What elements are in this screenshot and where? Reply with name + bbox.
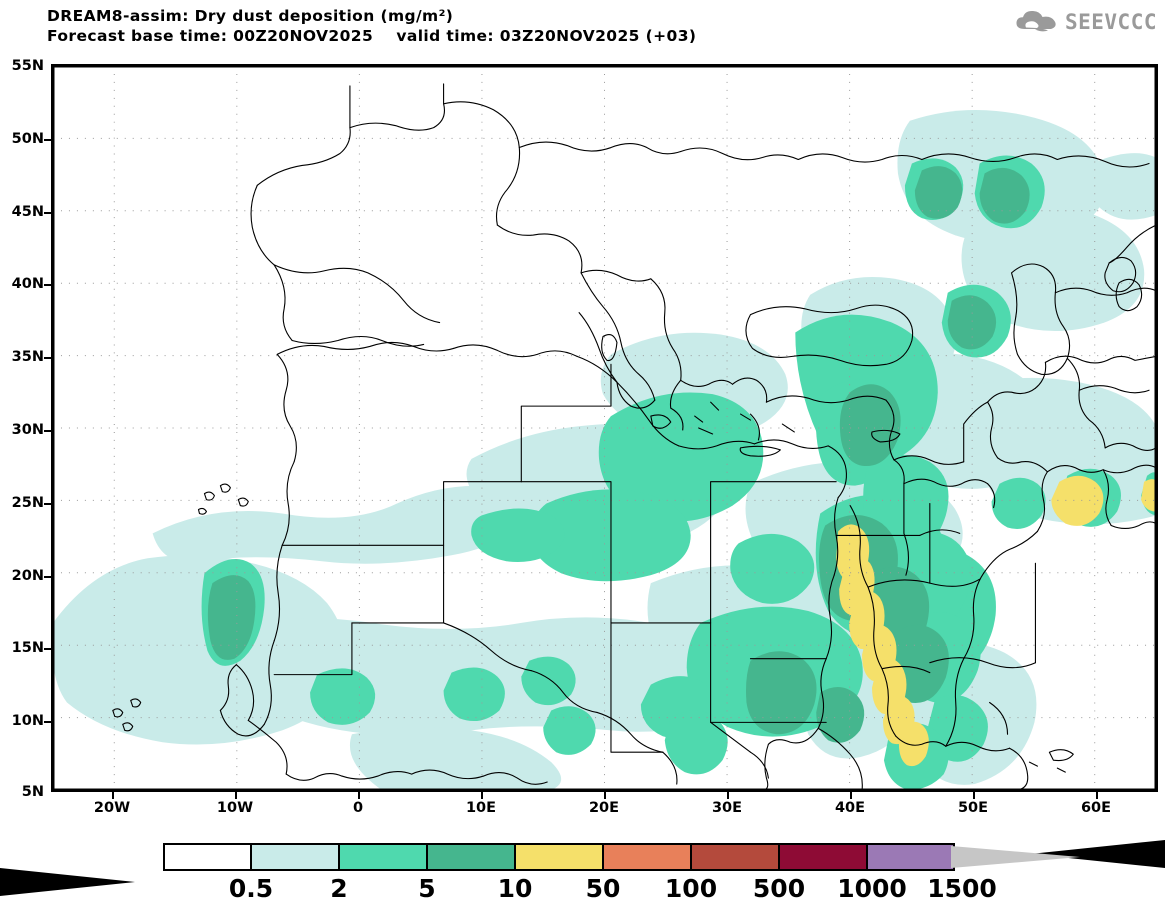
y-tick	[44, 430, 51, 432]
x-tick	[112, 792, 114, 799]
colorbar-right-arrow-fill	[951, 846, 1080, 868]
x-tick	[727, 792, 729, 799]
y-tick-label: 50N	[11, 130, 44, 147]
x-tick	[358, 792, 360, 799]
colorbar-tick-label: 5	[418, 874, 436, 903]
colorbar: 0.5 2 5 10 50 100 500 1000 1500	[0, 840, 1165, 903]
y-tick-label: 15N	[11, 640, 44, 657]
x-tick	[1096, 792, 1098, 799]
y-tick	[44, 575, 51, 578]
seevccc-logo: SEEVCCC	[1015, 9, 1157, 35]
x-tick-label: 60E	[1080, 800, 1112, 816]
colorbar-segment-1	[251, 843, 339, 871]
colorbar-tick-label: 100	[664, 874, 718, 903]
y-tick	[44, 284, 51, 287]
y-tick-label: 35N	[11, 349, 44, 366]
colorbar-right-arrow	[0, 868, 1165, 896]
colorbar-tick-label: 500	[752, 874, 806, 903]
x-tick-label: 0	[352, 800, 364, 816]
x-tick	[850, 792, 852, 799]
y-tick-label: 10N	[11, 713, 44, 730]
map-plot-area	[51, 64, 1158, 792]
y-tick-label: 25N	[11, 494, 44, 511]
x-tick	[604, 792, 606, 799]
colorbar-segment-4	[515, 843, 603, 871]
y-tick	[44, 502, 51, 505]
x-tick-label: 20E	[588, 800, 620, 816]
y-tick-label: 5N	[21, 784, 44, 800]
coastlines-and-borders	[112, 83, 1156, 790]
colorbar-tick-label: 1000	[837, 874, 907, 903]
x-tick-label: 40E	[834, 800, 866, 816]
colorbar-segment-6	[691, 843, 779, 871]
colorbar-segment-2	[339, 843, 427, 871]
x-tick	[481, 792, 483, 799]
y-tick-label: 55N	[11, 58, 44, 74]
colorbar-segment-0	[163, 843, 251, 871]
colorbar-tick-label: 50	[585, 874, 621, 903]
colorbar-segments	[163, 843, 955, 871]
chart-header: DREAM8-assim: Dry dust deposition (mg/m²…	[47, 6, 696, 46]
x-tick-label: 30E	[711, 800, 743, 816]
colorbar-segment-8	[867, 843, 955, 871]
y-tick-label: 30N	[11, 422, 44, 438]
colorbar-segment-5	[603, 843, 691, 871]
y-tick	[44, 211, 51, 214]
y-tick	[44, 138, 51, 141]
y-tick-label: 40N	[11, 276, 44, 293]
colorbar-tick-label: 10	[497, 874, 533, 903]
y-tick-label: 20N	[11, 567, 44, 584]
x-tick-label: 10E	[465, 800, 497, 816]
logo-text: SEEVCCC	[1064, 10, 1157, 34]
colorbar-tick-label: 2	[330, 874, 348, 903]
x-tick	[973, 792, 975, 799]
colorbar-tick-label: 0.5	[228, 874, 274, 903]
x-tick-label: 10W	[216, 800, 254, 816]
map-gridlines	[53, 66, 1156, 790]
x-tick-label: 50E	[957, 800, 989, 816]
x-tick	[235, 792, 237, 799]
y-tick	[44, 357, 51, 360]
cloud-icon	[1016, 10, 1056, 32]
colorbar-tick-label: 1500	[927, 874, 997, 903]
contour-band-5-10	[207, 166, 1030, 743]
y-tick-label: 45N	[11, 203, 44, 220]
colorbar-segment-3	[427, 843, 515, 871]
colorbar-left-arrow-fill	[34, 846, 163, 868]
dust-deposition-map	[53, 66, 1156, 790]
chart-subtitle: Forecast base time: 00Z20NOV2025 valid t…	[47, 27, 697, 45]
colorbar-segment-7	[779, 843, 867, 871]
x-tick-label: 20W	[93, 800, 131, 816]
y-tick	[44, 648, 51, 651]
chart-title: DREAM8-assim: Dry dust deposition (mg/m²…	[47, 7, 454, 25]
contour-band-10-50	[836, 475, 1156, 767]
y-tick	[44, 721, 51, 724]
